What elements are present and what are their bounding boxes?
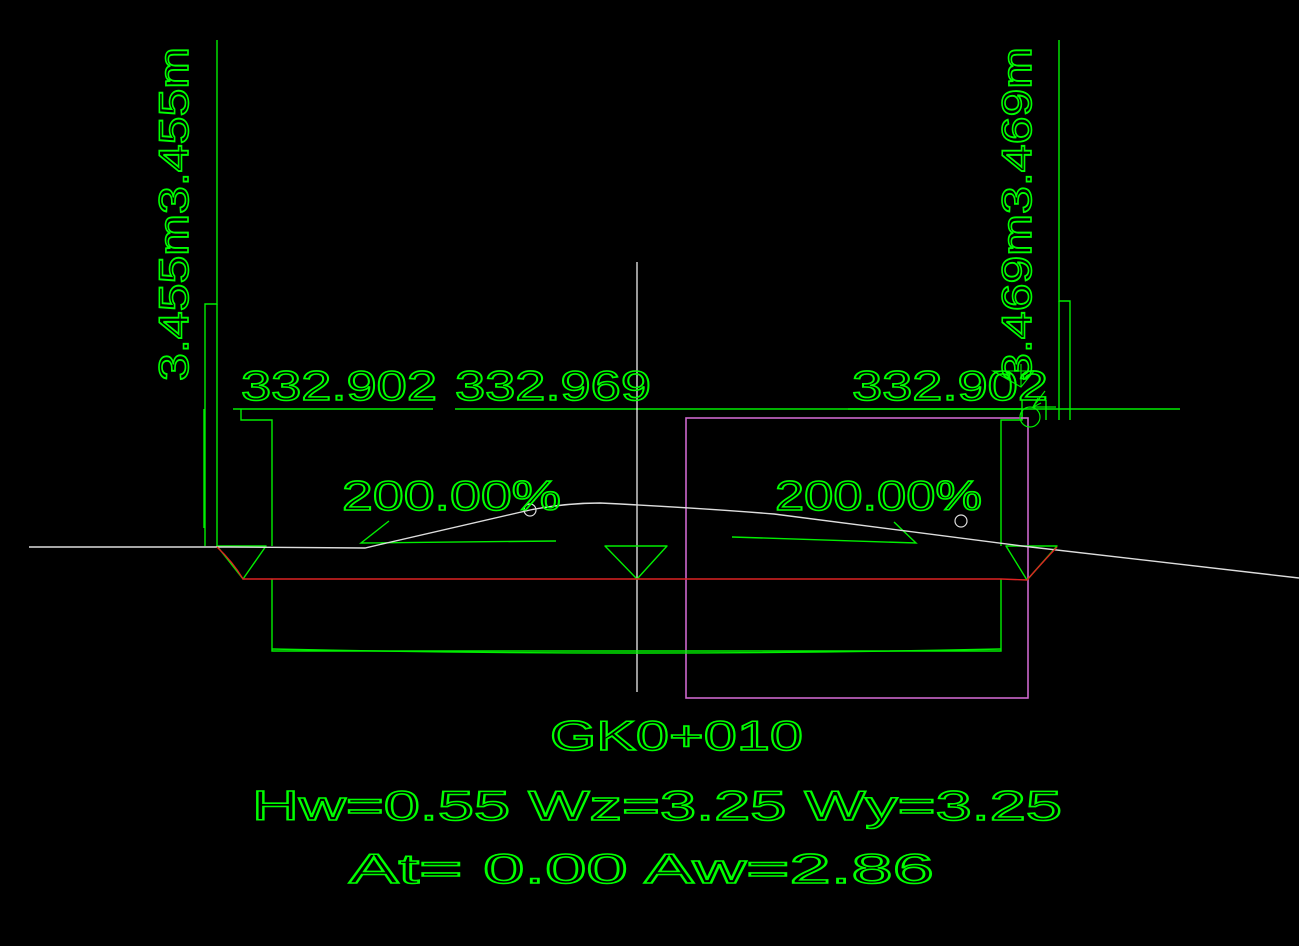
svg-text:332.969: 332.969 [455, 362, 651, 409]
svg-text:3.455m3.455m: 3.455m3.455m [150, 47, 197, 381]
svg-text:3.469m3.469m: 3.469m3.469m [993, 47, 1040, 381]
svg-text:Hw=0.55 Wz=3.25 Wy=3.25: Hw=0.55 Wz=3.25 Wy=3.25 [252, 782, 1062, 829]
svg-text:GK0+010: GK0+010 [550, 712, 803, 759]
svg-text:At= 0.00 Aw=2.86: At= 0.00 Aw=2.86 [349, 845, 934, 892]
svg-text:200.00%: 200.00% [342, 472, 561, 519]
svg-text:332.902: 332.902 [852, 362, 1048, 409]
svg-text:200.00%: 200.00% [775, 472, 982, 519]
svg-text:332.902: 332.902 [241, 362, 437, 409]
